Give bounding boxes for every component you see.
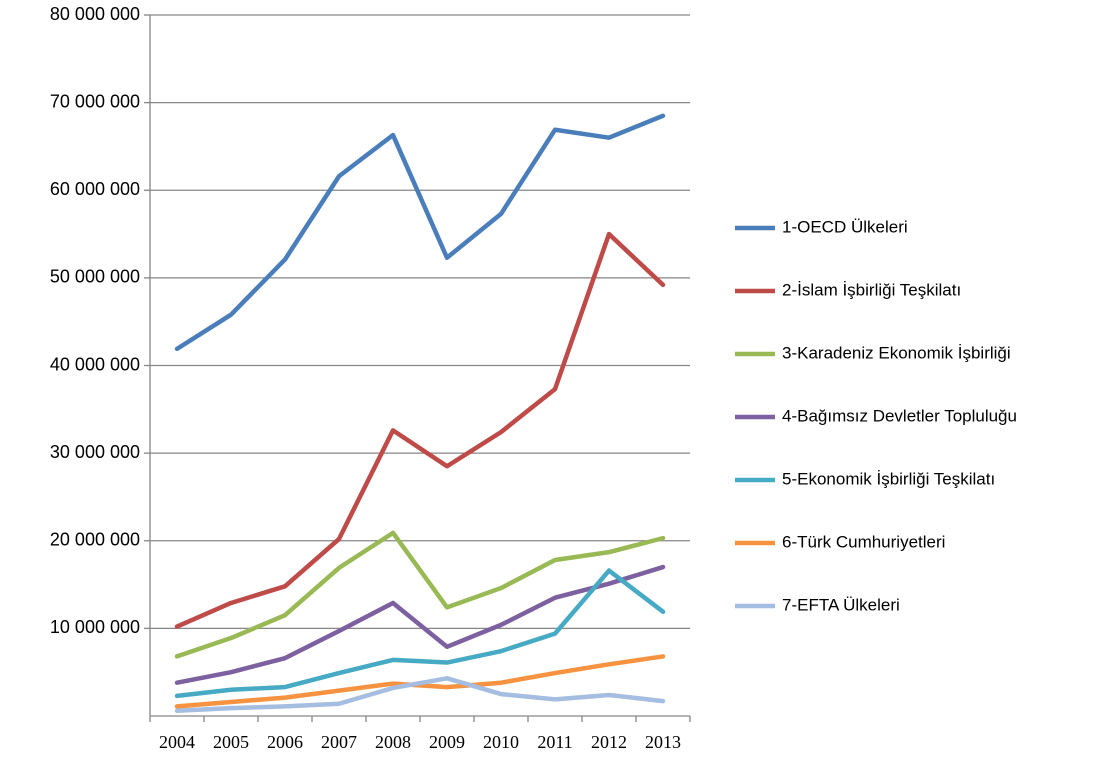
legend-label: 6-Türk Cumhuriyetleri [782,532,945,551]
series-line [174,113,666,352]
series-line [174,530,666,659]
legend-label: 7-EFTA Ülkeleri [782,595,900,614]
series-line [174,568,666,699]
legend-label: 4-Bağımsız Devletler Topluluğu [782,406,1017,425]
x-tick-label: 2005 [213,732,249,752]
y-tick-label: 20 000 000 [50,530,140,550]
x-tick-label: 2007 [321,732,357,752]
series-line [174,564,666,685]
series-line [174,231,666,629]
y-tick-label: 70 000 000 [50,91,140,111]
x-tick-label: 2006 [267,732,303,752]
x-tick-label: 2010 [483,732,519,752]
x-tick-label: 2011 [537,732,572,752]
legend-label: 2-İslam İşbirliği Teşkilatı [782,280,961,299]
x-tick-label: 2004 [159,732,195,752]
y-tick-label: 80 000 000 [50,4,140,24]
x-tick-label: 2009 [429,732,465,752]
y-tick-label: 50 000 000 [50,267,140,287]
legend-label: 5-Ekonomik İşbirliği Teşkilatı [782,469,995,488]
series-line [174,676,666,713]
x-tick-label: 2013 [645,732,681,752]
x-tick-label: 2012 [591,732,627,752]
legend-label: 3-Karadeniz Ekonomik İşbirliği [782,343,1011,362]
y-tick-label: 30 000 000 [50,442,140,462]
y-tick-label: 10 000 000 [50,617,140,637]
y-tick-label: 40 000 000 [50,354,140,374]
y-tick-label: 60 000 000 [50,179,140,199]
x-tick-label: 2008 [375,732,411,752]
legend-label: 1-OECD Ülkeleri [782,217,908,236]
